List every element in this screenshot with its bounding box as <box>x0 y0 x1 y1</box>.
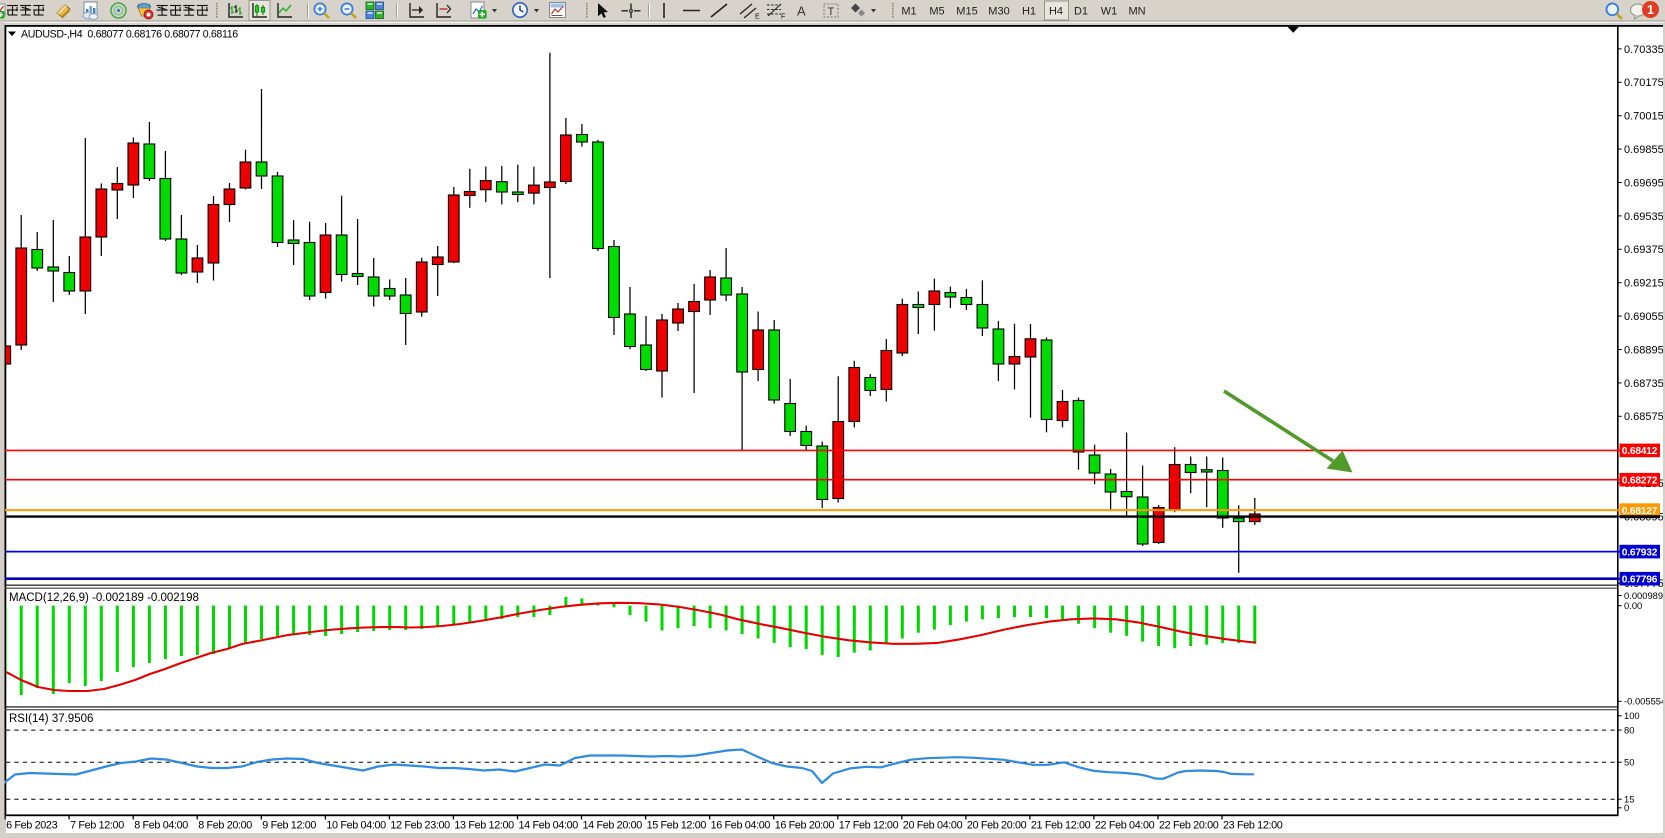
svg-text:0.68735: 0.68735 <box>1624 378 1664 390</box>
svg-text:0.69535: 0.69535 <box>1624 211 1664 223</box>
svg-text:T: T <box>828 6 835 18</box>
svg-text:0.69215: 0.69215 <box>1624 278 1664 290</box>
svg-text:0.70335: 0.70335 <box>1624 44 1664 56</box>
svg-text:M1: M1 <box>901 6 916 18</box>
svg-text:A: A <box>797 4 806 19</box>
svg-text:0.00: 0.00 <box>1624 600 1642 611</box>
svg-text:21 Feb 12:00: 21 Feb 12:00 <box>1031 820 1091 832</box>
svg-text:AUDUSD-,H4 0.68077 0.68176 0.: AUDUSD-,H4 0.68077 0.68176 0.68077 0.681… <box>21 29 238 41</box>
svg-text:0.70175: 0.70175 <box>1624 77 1664 89</box>
svg-text:15: 15 <box>1624 794 1634 805</box>
svg-text:F: F <box>781 14 785 21</box>
svg-text:16 Feb 04:00: 16 Feb 04:00 <box>711 820 771 832</box>
svg-text:-0.005554: -0.005554 <box>1624 696 1665 707</box>
svg-text:0: 0 <box>1624 802 1629 813</box>
svg-text:14 Feb 20:00: 14 Feb 20:00 <box>583 820 643 832</box>
svg-text:14 Feb 04:00: 14 Feb 04:00 <box>519 820 579 832</box>
svg-text:W1: W1 <box>1101 6 1118 18</box>
svg-text:M15: M15 <box>956 6 977 18</box>
svg-text:16 Feb 20:00: 16 Feb 20:00 <box>775 820 835 832</box>
svg-text:0.69375: 0.69375 <box>1624 244 1664 256</box>
svg-text:22 Feb 04:00: 22 Feb 04:00 <box>1095 820 1155 832</box>
svg-text:H4: H4 <box>1049 6 1063 18</box>
svg-text:MN: MN <box>1128 6 1145 18</box>
svg-text:7 Feb 12:00: 7 Feb 12:00 <box>70 820 124 832</box>
svg-text:H1: H1 <box>1022 6 1036 18</box>
svg-text:0.000989: 0.000989 <box>1624 590 1663 601</box>
svg-text:0.69695: 0.69695 <box>1624 177 1664 189</box>
svg-text:M30: M30 <box>988 6 1009 18</box>
svg-text:8 Feb 04:00: 8 Feb 04:00 <box>134 820 188 832</box>
svg-text:RSI(14) 37.9506: RSI(14) 37.9506 <box>9 713 93 725</box>
svg-text:22 Feb 20:00: 22 Feb 20:00 <box>1159 820 1219 832</box>
svg-text:8 Feb 20:00: 8 Feb 20:00 <box>198 820 252 832</box>
svg-text:100: 100 <box>1624 710 1640 721</box>
svg-text:0.68272: 0.68272 <box>1622 476 1658 487</box>
svg-text:0.68127: 0.68127 <box>1622 506 1658 517</box>
svg-text:MACD(12,26,9) -0.002189 -0.002: MACD(12,26,9) -0.002189 -0.002198 <box>9 592 199 604</box>
svg-text:D1: D1 <box>1074 6 1088 18</box>
svg-text:0.68575: 0.68575 <box>1624 411 1664 423</box>
svg-text:23 Feb 12:00: 23 Feb 12:00 <box>1223 820 1283 832</box>
svg-text:0.69055: 0.69055 <box>1624 311 1664 323</box>
svg-text:0.67932: 0.67932 <box>1622 547 1658 558</box>
svg-text:20 Feb 04:00: 20 Feb 04:00 <box>903 820 963 832</box>
svg-text:6 Feb 2023: 6 Feb 2023 <box>6 820 57 832</box>
svg-text:80: 80 <box>1624 724 1634 735</box>
svg-text:0.68412: 0.68412 <box>1622 446 1658 457</box>
svg-text:12 Feb 23:00: 12 Feb 23:00 <box>390 820 450 832</box>
svg-text:1: 1 <box>1647 3 1654 17</box>
svg-text:10 Feb 04:00: 10 Feb 04:00 <box>326 820 386 832</box>
svg-text:0.68895: 0.68895 <box>1624 344 1664 356</box>
svg-text:9 Feb 12:00: 9 Feb 12:00 <box>262 820 316 832</box>
svg-text:13 Feb 12:00: 13 Feb 12:00 <box>454 820 514 832</box>
svg-text:15 Feb 12:00: 15 Feb 12:00 <box>647 820 707 832</box>
svg-text:20 Feb 20:00: 20 Feb 20:00 <box>967 820 1027 832</box>
svg-text:0.69855: 0.69855 <box>1624 144 1664 156</box>
svg-text:17 Feb 12:00: 17 Feb 12:00 <box>839 820 899 832</box>
svg-text:0.67796: 0.67796 <box>1622 575 1658 586</box>
svg-text:M5: M5 <box>929 6 944 18</box>
svg-text:E: E <box>755 14 760 21</box>
svg-text:50: 50 <box>1624 757 1634 768</box>
svg-text:0.70015: 0.70015 <box>1624 111 1664 123</box>
